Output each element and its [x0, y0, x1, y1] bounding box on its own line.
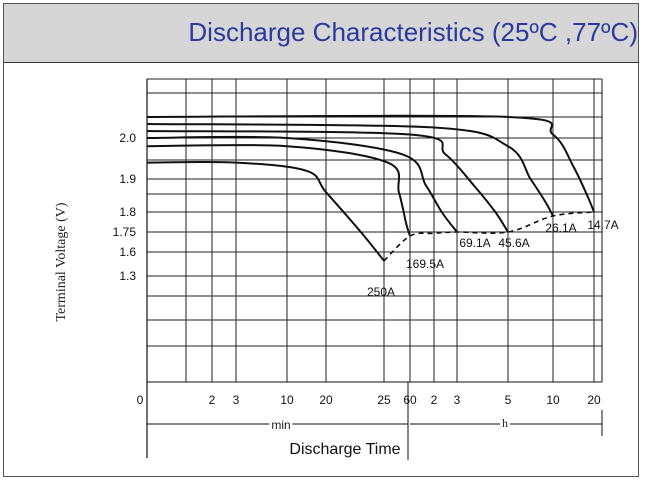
series-line-14-7a — [146, 114, 595, 213]
x-tick-label: 3 — [454, 393, 461, 407]
data-label: 250A — [367, 285, 395, 299]
data-labels: 250A 169.5A 69.1A 45.6A 26.1A 14.7A — [367, 218, 619, 299]
x-tick-label: 10 — [280, 393, 294, 407]
x-tick-label: 5 — [505, 393, 512, 407]
series-line-250a — [146, 160, 385, 262]
x-tick-label: 0 — [137, 393, 144, 407]
series-line-26-1a — [146, 123, 554, 217]
data-label: 14.7A — [587, 218, 618, 232]
end-voltage-dashed-line — [383, 211, 595, 262]
y-tick-label: 1.9 — [119, 172, 136, 186]
data-label: 169.5A — [406, 257, 444, 271]
x-tick-label: 10 — [546, 393, 560, 407]
x-axis-label: Discharge Time — [289, 441, 401, 458]
x-tick-label: 2 — [431, 393, 438, 407]
x-tick-label: 20 — [587, 393, 601, 407]
x-unit-h: h — [500, 416, 510, 431]
title-bar: Discharge Characteristics (25ºC ,77ºC) — [3, 3, 639, 63]
x-tick-label: 2 — [209, 393, 216, 407]
series-group — [146, 114, 595, 262]
tick-labels: 0 2 3 10 20 25 60 2 3 5 10 20 2.0 1.9 1.8 1.75 1.6 1.3 — [113, 131, 601, 407]
y-tick-label: 1.75 — [113, 225, 137, 239]
x-tick-label: 25 — [377, 393, 391, 407]
data-label: 69.1A — [459, 236, 490, 250]
x-tick-label: 60 — [403, 393, 417, 407]
x-tick-label: 20 — [319, 393, 333, 407]
series-line-45-6a — [146, 130, 509, 233]
y-axis-label: Terminal Voltage (V) — [54, 202, 69, 322]
series-line-69-1a — [146, 135, 458, 233]
data-label: 26.1A — [545, 221, 576, 235]
x-tick-label: 3 — [233, 393, 240, 407]
series-line-169-5a — [146, 144, 411, 237]
chart-title: Discharge Characteristics (25ºC ,77ºC) — [188, 17, 638, 47]
data-label: 45.6A — [498, 236, 529, 250]
y-tick-label: 1.8 — [119, 205, 136, 219]
y-tick-label: 1.6 — [119, 245, 136, 259]
y-tick-label: 1.3 — [119, 269, 136, 283]
x-unit-min: min — [269, 418, 293, 432]
chart-frame — [3, 3, 639, 477]
y-tick-label: 2.0 — [119, 131, 136, 145]
